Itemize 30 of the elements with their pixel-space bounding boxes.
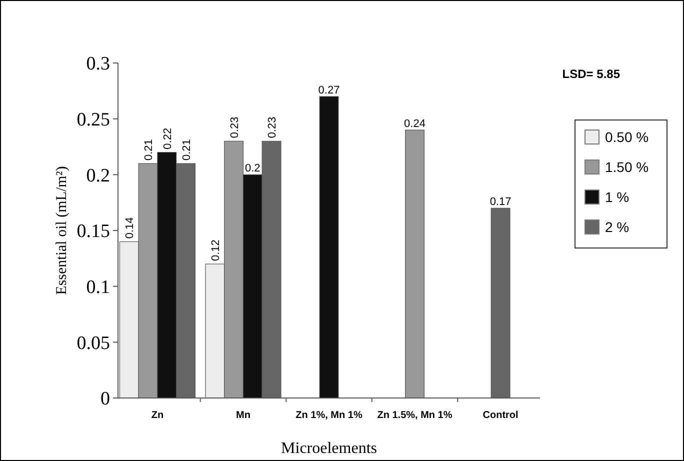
data-label: 0.27 xyxy=(318,84,340,96)
y-tick-label: 0.25 xyxy=(76,109,110,130)
y-tick-label: 0.05 xyxy=(76,332,110,354)
x-tick-label: Zn 1.5%, Mn 1% xyxy=(377,410,452,421)
x-tick-label: Control xyxy=(482,410,519,421)
x-tick-label: Zn 1%, Mn 1% xyxy=(296,410,362,421)
data-label: 0.23 xyxy=(266,116,279,138)
legend-label: 0.50 % xyxy=(605,128,649,145)
y-tick-label: 0.2 xyxy=(86,165,110,186)
y-tick-label: 0.1 xyxy=(86,276,110,298)
data-label: 0.22 xyxy=(162,128,174,150)
y-axis-title: Essential oil (mL/m²) xyxy=(54,166,70,295)
data-label: 0.21 xyxy=(180,139,193,160)
legend-label: 1 % xyxy=(605,188,630,205)
legend-label: 2 % xyxy=(605,218,630,235)
data-label: 0.24 xyxy=(404,118,426,130)
data-label: 0.23 xyxy=(228,116,241,138)
y-tick-label: 0.3 xyxy=(86,54,110,75)
x-axis-title: Microelements xyxy=(281,440,377,457)
x-tick-label: Mn xyxy=(236,410,250,421)
x-tick-label: Zn xyxy=(151,410,164,421)
data-label: 0.12 xyxy=(210,240,222,261)
y-tick-label: 0.15 xyxy=(76,221,110,242)
text: LSD= 5.85 xyxy=(562,67,620,81)
data-label: 0.21 xyxy=(143,139,156,160)
data-label: 0.17 xyxy=(490,196,512,208)
data-label: 0.14 xyxy=(124,217,136,239)
y-tick-label: 0 xyxy=(100,388,110,410)
legend-label: 1.50 % xyxy=(605,158,649,175)
data-label: 0.2 xyxy=(245,162,260,175)
